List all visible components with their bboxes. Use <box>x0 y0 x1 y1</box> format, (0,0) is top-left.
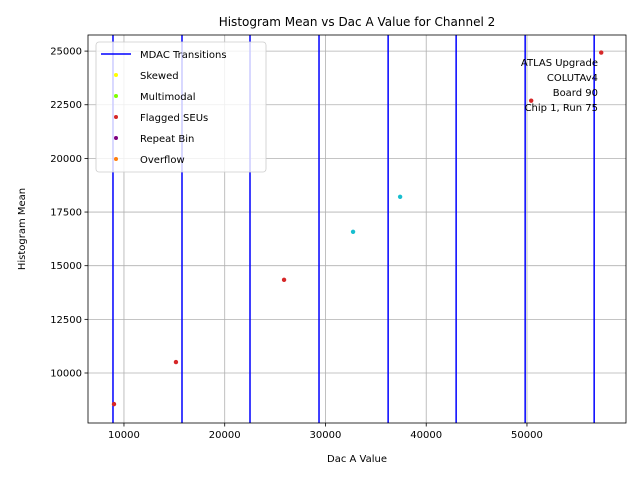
y-tick-label: 25000 <box>50 47 82 58</box>
annotation-line: COLUTAv4 <box>547 73 598 84</box>
y-axis-ticks: 10000 12500 15000 17500 20000 22500 25000 <box>50 47 88 379</box>
legend-label: Skewed <box>140 71 179 82</box>
x-tick-label: 40000 <box>410 430 442 441</box>
data-point <box>528 98 534 103</box>
plot-frame <box>87 34 627 424</box>
run-annotation: ATLAS Upgrade COLUTAv4 Board 90 Chip 1, Run… <box>521 58 598 114</box>
x-tick-label: 10000 <box>108 430 140 441</box>
legend-dot-swatch <box>114 136 118 140</box>
data-point <box>111 401 117 407</box>
x-tick-label: 20000 <box>209 430 241 441</box>
data-point <box>397 194 403 200</box>
annotation-line: Chip 1, Run 75 <box>525 103 598 114</box>
x-tick-label: 30000 <box>310 430 342 441</box>
data-point <box>350 229 356 234</box>
y-tick-label: 17500 <box>50 208 82 219</box>
chart-title: Histogram Mean vs Dac A Value for Channe… <box>219 15 496 29</box>
legend-label: Flagged SEUs <box>140 113 208 124</box>
annotation-line: ATLAS Upgrade <box>521 58 598 69</box>
y-tick-label: 12500 <box>50 315 82 326</box>
x-axis-label: Dac A Value <box>327 454 387 465</box>
data-point <box>281 277 287 283</box>
y-tick-label: 10000 <box>50 368 82 379</box>
legend-dot-swatch <box>114 157 118 161</box>
annotation-line: Board 90 <box>553 88 598 99</box>
x-axis-ticks: 10000 20000 30000 40000 50000 <box>108 423 543 441</box>
y-axis-label: Histogram Mean <box>17 188 28 270</box>
y-tick-label: 20000 <box>50 154 82 165</box>
y-tick-label: 15000 <box>50 261 82 272</box>
x-tick-label: 50000 <box>511 430 543 441</box>
data-points <box>111 50 604 407</box>
y-tick-label: 22500 <box>50 100 82 111</box>
legend-label: Overflow <box>140 155 185 166</box>
legend-label: MDAC Transitions <box>140 50 227 61</box>
legend: MDAC Transitions Skewed Multimodal Flagged … <box>95 41 267 173</box>
data-point <box>599 50 604 55</box>
data-point <box>173 359 179 365</box>
legend-label: Repeat Bin <box>140 134 194 145</box>
legend-dot-swatch <box>114 115 118 119</box>
legend-dot-swatch <box>114 94 118 98</box>
legend-dot-swatch <box>114 73 118 77</box>
legend-label: Multimodal <box>140 92 196 103</box>
